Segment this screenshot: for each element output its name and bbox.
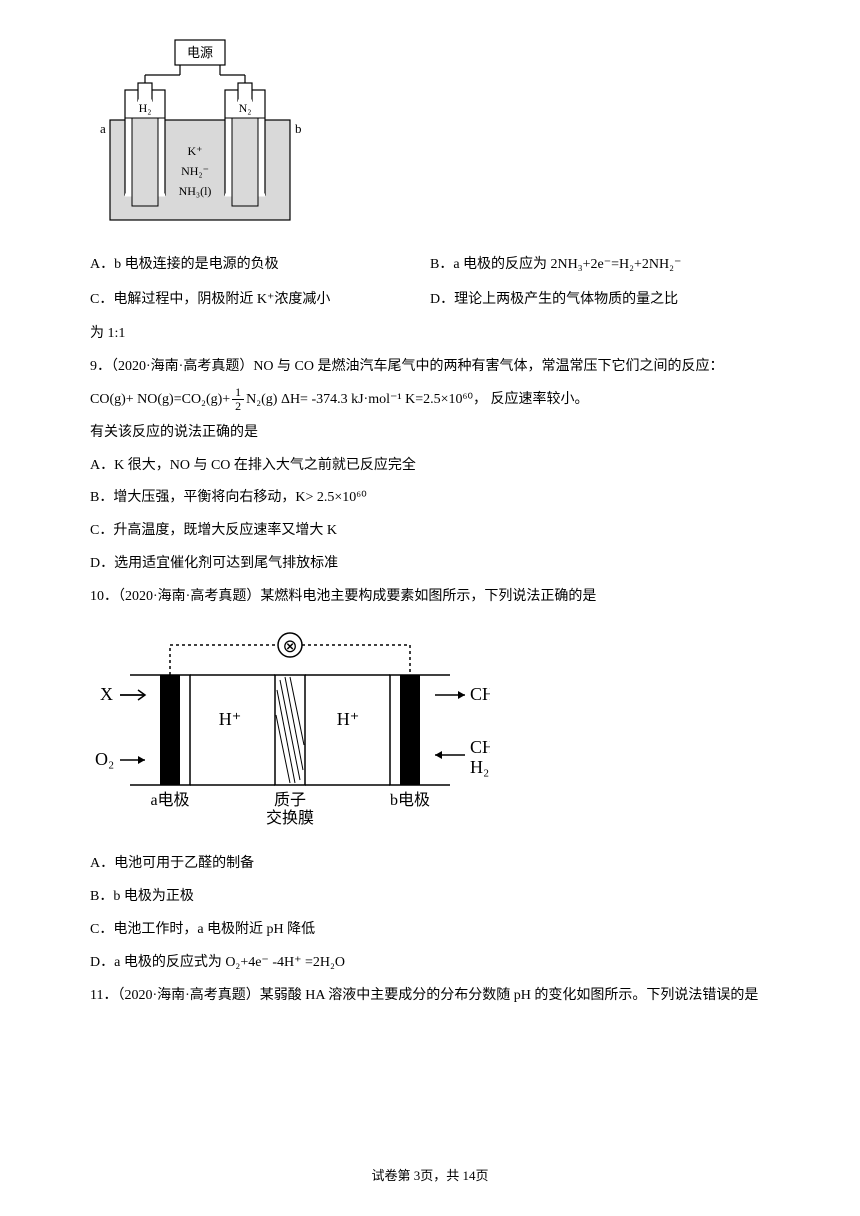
q9-option-c: C．升高温度，既增大反应速率又增大 K	[90, 516, 770, 547]
species-nh2: NH₂⁻	[181, 164, 209, 178]
ch3cho-label: CH₃CHO	[470, 684, 490, 704]
letter-b: b	[295, 121, 302, 136]
bulb-symbol: ⊗	[282, 636, 297, 656]
h-plus-right: H⁺	[337, 709, 360, 729]
q8-option-d-suffix: 为 1:1	[90, 319, 770, 350]
species-nh3: NH₃(l)	[179, 184, 212, 198]
h2o-label: H₂O	[470, 757, 490, 777]
q9-fraction: 12	[232, 386, 244, 413]
q8-options-row1: A．b 电极连接的是电源的负极 B．a 电极的反应为 2NH₃+2e⁻=H₂+2…	[90, 248, 770, 283]
q9-option-a: A．K 很大，NO 与 CO 在排入大气之前就已反应完全	[90, 451, 770, 482]
species-k: K⁺	[188, 144, 203, 158]
q11-intro: 11．（2020·海南·高考真题）某弱酸 HA 溶液中主要成分的分布分数随 pH…	[90, 981, 770, 1012]
q10-option-c: C．电池工作时，a 电极附近 pH 降低	[90, 915, 770, 946]
q8-option-d-prefix: D．理论上两极产生的气体物质的量之比	[430, 285, 770, 316]
q10-option-b: B．b 电极为正极	[90, 882, 770, 913]
o2-label: O₂	[95, 749, 114, 769]
gas-n2: N₂	[239, 101, 252, 115]
letter-a: a	[100, 121, 106, 136]
b-electrode-label: b电极	[390, 791, 430, 809]
a-electrode-label: a电极	[150, 791, 189, 809]
membrane-label1: 质子	[274, 791, 306, 809]
q9-equation: CO(g)+ NO(g)=CO₂(g)+12N₂(g) ΔH= -374.3 k…	[90, 385, 770, 416]
q10-intro: 10．（2020·海南·高考真题）某燃料电池主要构成要素如图所示，下列说法正确的…	[90, 582, 770, 613]
q8-options-row2: C．电解过程中，阴极附近 K⁺浓度减小 D．理论上两极产生的气体物质的量之比	[90, 283, 770, 318]
q10-option-d: D．a 电极的反应式为 O₂+4e⁻ -4H⁺ =2H₂O	[90, 948, 770, 979]
fuel-cell-diagram: ⊗ H⁺ H⁺ X O₂ CH₃CHO CH₂═CH₂ H₂O a电极 b电极 …	[90, 625, 490, 825]
page-footer: 试卷第 3页，共 14页	[0, 1162, 860, 1191]
q9-option-b: B．增大压强，平衡将向右移动，K> 2.5×10⁶⁰	[90, 483, 770, 514]
ch2ch2-label: CH₂═CH₂	[470, 737, 490, 757]
q9-intro: 9．（2020·海南·高考真题）NO 与 CO 是燃油汽车尾气中的两种有害气体，…	[90, 352, 770, 383]
q8-option-a: A．b 电极连接的是电源的负极	[90, 250, 430, 281]
q8-option-b: B．a 电极的反应为 2NH₃+2e⁻=H₂+2NH₂⁻	[430, 250, 770, 281]
gas-h2: H₂	[139, 101, 152, 115]
q9-frac-num: 1	[232, 386, 244, 400]
q9-stem2: 有关该反应的说法正确的是	[90, 418, 770, 449]
q9-frac-den: 2	[232, 400, 244, 413]
power-label: 电源	[187, 45, 213, 60]
x-label: X	[100, 684, 113, 704]
q8-option-c: C．电解过程中，阴极附近 K⁺浓度减小	[90, 285, 430, 316]
membrane-label2: 交换膜	[266, 809, 314, 825]
q9-option-d: D．选用适宜催化剂可达到尾气排放标准	[90, 549, 770, 580]
h-plus-left: H⁺	[219, 709, 242, 729]
q9-eq-right: N₂(g) ΔH= -374.3 kJ·mol⁻¹ K=2.5×10⁶⁰， 反应…	[246, 392, 588, 407]
q9-eq-left: CO(g)+ NO(g)=CO₂(g)+	[90, 392, 230, 407]
electrolysis-diagram: 电源 H₂ N₂ a b K⁺ NH₂⁻ NH₃(l)	[90, 35, 310, 225]
q10-option-a: A．电池可用于乙醛的制备	[90, 849, 770, 880]
